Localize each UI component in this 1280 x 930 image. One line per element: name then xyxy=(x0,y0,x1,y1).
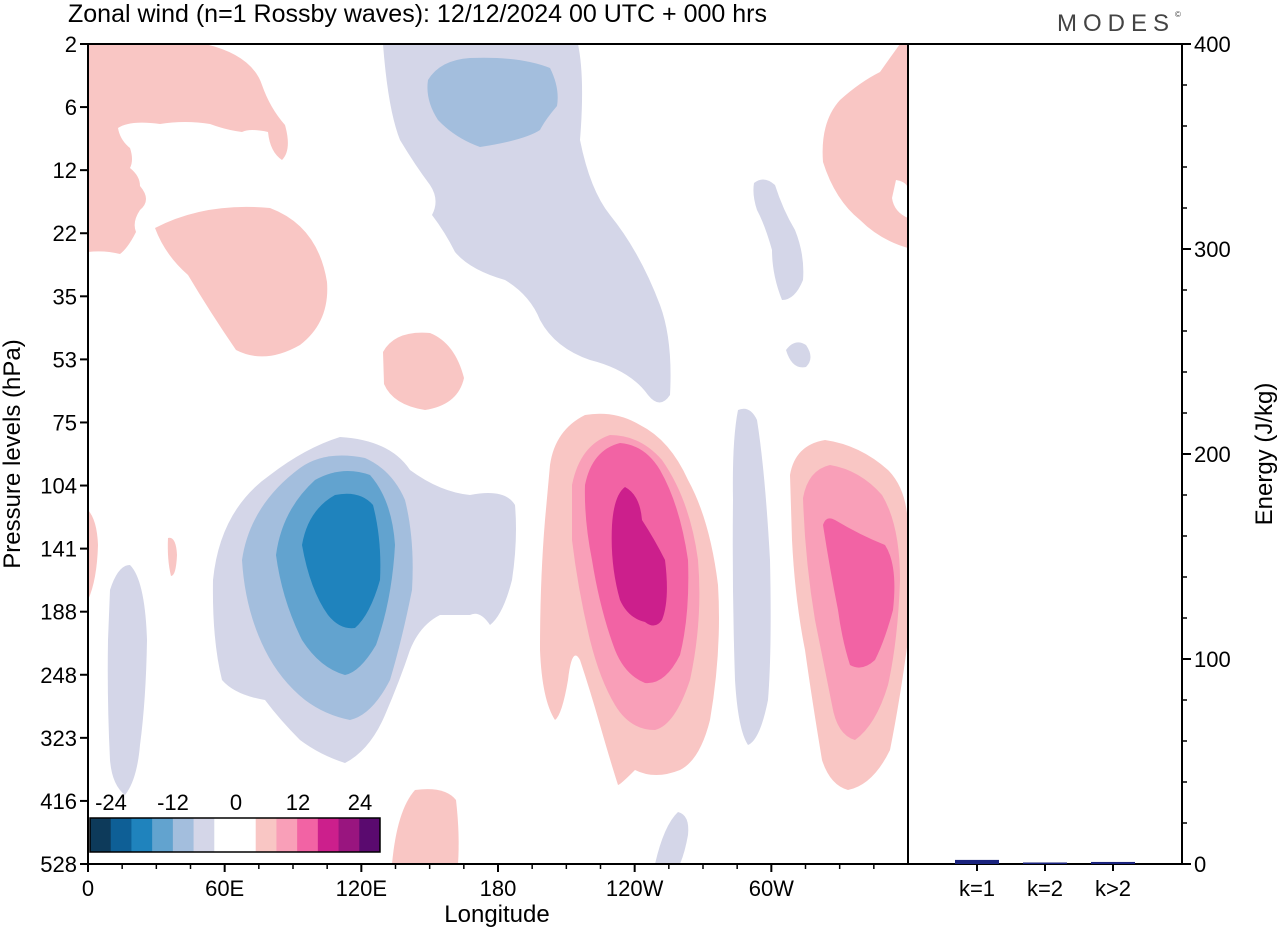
energy-axis-title: Energy (J/kg) xyxy=(1251,383,1278,526)
contour-pos-left-edge xyxy=(88,510,98,600)
y-tick-label: 141 xyxy=(40,537,77,562)
energy-bar xyxy=(1091,861,1135,864)
contour-pos-right-l3 xyxy=(823,518,895,668)
energy-tick-label: 300 xyxy=(1194,237,1231,262)
energy-axis: 0 100 200 300 400 xyxy=(1182,32,1231,877)
colorbar-swatch xyxy=(359,818,381,852)
contour-pos-upper-left xyxy=(88,44,288,254)
colorbar-swatch xyxy=(172,818,195,852)
colorbar-swatch xyxy=(276,818,298,852)
x-tick-label: 60W xyxy=(749,876,794,901)
colorbar-swatch xyxy=(317,818,340,852)
colorbar-swatch xyxy=(214,818,236,852)
colorbar-swatch xyxy=(255,818,277,852)
energy-bar xyxy=(955,859,999,864)
x-tick-label: 120E xyxy=(336,876,387,901)
contour-neg-dot xyxy=(786,342,811,368)
contour-pos-central-l4 xyxy=(611,487,667,626)
colorbar-label: 24 xyxy=(348,790,372,815)
energy-bar xyxy=(1023,862,1067,864)
x-tick-label: 180 xyxy=(480,876,517,901)
contour-pos-upper-blob xyxy=(155,206,328,357)
colorbar-swatch xyxy=(152,818,174,852)
colorbar-swatch xyxy=(131,818,153,852)
y-tick-label: 22 xyxy=(53,221,77,246)
contour-white-notch xyxy=(892,180,908,218)
colorbar-label: 12 xyxy=(286,790,310,815)
colorbar-frame xyxy=(89,817,381,853)
colorbar-swatch xyxy=(297,818,319,852)
y-tick-label: 12 xyxy=(53,158,77,183)
energy-bars: k=1 k=2 k>2 xyxy=(955,859,1135,901)
y-tick-label: 104 xyxy=(40,474,77,499)
colorbar-label: -24 xyxy=(95,790,127,815)
energy-tick-label: 200 xyxy=(1194,442,1231,467)
energy-tick-label: 400 xyxy=(1194,32,1231,57)
y-tick-label: 75 xyxy=(53,410,77,435)
contour-neg-upper-core xyxy=(427,57,558,147)
energy-tick-label: 100 xyxy=(1194,647,1231,672)
y-axis: 2 6 12 22 35 53 75 104 141 188 248 323 416 528 xyxy=(40,32,88,877)
contour-neg-big-l4 xyxy=(302,493,381,629)
colorbar-swatch xyxy=(110,818,132,852)
colorbar-swatch xyxy=(90,818,112,852)
contour-pos-small-dot xyxy=(167,537,177,576)
contour-pos-bottom-blob xyxy=(392,789,459,864)
y-tick-label: 528 xyxy=(40,852,77,877)
x-axis: 0 60E 120E 180 120W 60W xyxy=(82,864,875,901)
brand-mark: © xyxy=(1175,10,1181,19)
energy-category-label: k>2 xyxy=(1095,876,1131,901)
colorbar-swatch xyxy=(235,818,257,852)
contour-neg-streak xyxy=(753,179,804,300)
y-tick-label: 2 xyxy=(65,32,77,57)
contour-neg-thin-column xyxy=(732,408,771,745)
energy-panel-frame xyxy=(907,43,1183,865)
chart-title: Zonal wind (n=1 Rossby waves): 12/12/202… xyxy=(68,0,767,28)
contour-pos-upper-right xyxy=(822,44,908,248)
energy-category-label: k=2 xyxy=(1027,876,1063,901)
x-tick-label: 120W xyxy=(606,876,664,901)
x-tick-label: 60E xyxy=(205,876,244,901)
colorbar-label: -12 xyxy=(157,790,189,815)
y-tick-label: 6 xyxy=(65,95,77,120)
x-tick-label: 0 xyxy=(82,876,94,901)
y-axis-title: Pressure levels (hPa) xyxy=(0,339,26,568)
x-axis-title: Longitude xyxy=(444,901,549,928)
y-tick-label: 35 xyxy=(53,284,77,309)
contour-neg-left-column xyxy=(107,565,147,795)
y-tick-label: 248 xyxy=(40,663,77,688)
energy-category-label: k=1 xyxy=(959,876,995,901)
y-tick-label: 53 xyxy=(53,347,77,372)
contour-pos-mid-blob xyxy=(383,332,464,410)
wind-field xyxy=(88,44,908,864)
y-tick-label: 323 xyxy=(40,726,77,751)
y-tick-label: 188 xyxy=(40,600,77,625)
brand-logo: MODES© xyxy=(1057,10,1181,38)
energy-tick-label: 0 xyxy=(1194,852,1206,877)
colorbar-swatch xyxy=(193,818,215,852)
y-tick-label: 416 xyxy=(40,789,77,814)
colorbar-label: 0 xyxy=(230,790,242,815)
colorbar: -24 -12 0 12 24 xyxy=(89,790,381,853)
brand-text: MODES xyxy=(1057,10,1176,37)
contour-neg-bottom-blob xyxy=(655,812,689,864)
colorbar-swatch xyxy=(338,818,360,852)
